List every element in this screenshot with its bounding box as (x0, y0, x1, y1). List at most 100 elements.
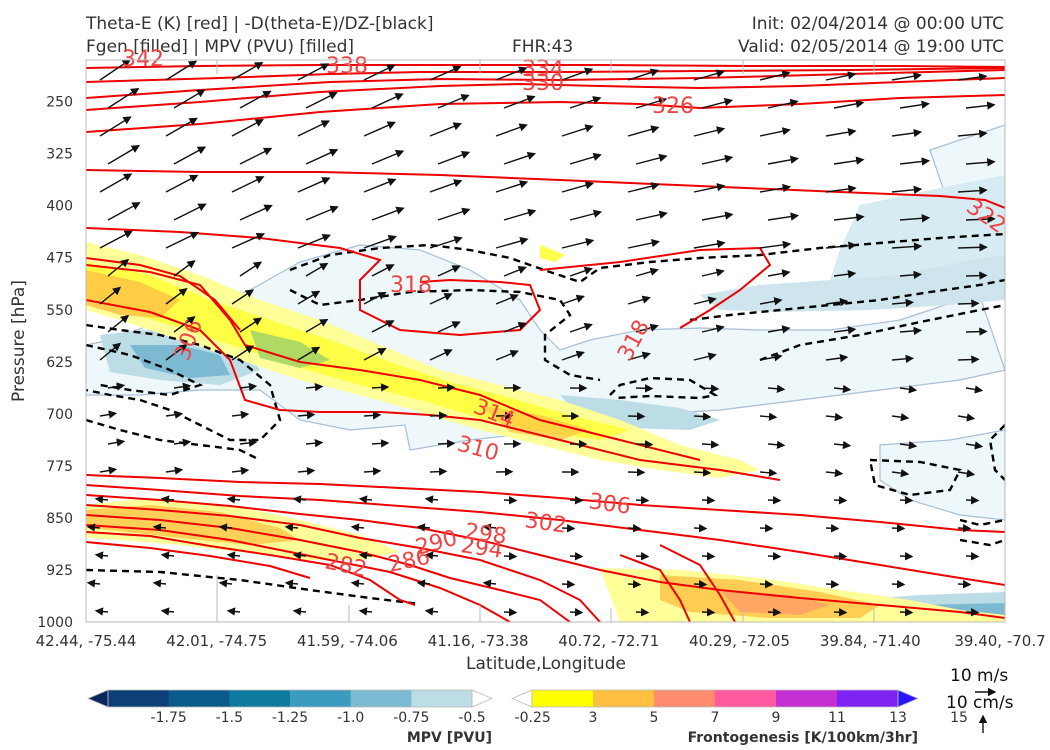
wind-vector (759, 412, 778, 421)
forecast-hour: FHR:43 (512, 37, 574, 57)
wind-vector (165, 174, 199, 193)
wind-vector (693, 352, 717, 361)
colorbar-tick-label: -1.0 (337, 710, 364, 726)
wind-vector (503, 608, 518, 617)
wind-vector (429, 179, 463, 193)
wind-vector (833, 326, 857, 335)
y-tick-label: 325 (46, 147, 73, 163)
wind-vector (165, 231, 200, 249)
wind-vector (437, 439, 456, 448)
wind-vector (107, 438, 126, 447)
x-axis-tick-labels: 42.44, -75.44 42.01, -74.75 41.59, -74.06 4… (36, 632, 1046, 650)
wind-vector (503, 208, 537, 221)
colorbar-tick-label: -1.5 (216, 710, 243, 726)
wind-vector (627, 524, 642, 533)
fgen-colorbar: 3 5 7 9 11 13 15 (510, 689, 968, 726)
colorbar-segment (108, 690, 170, 707)
wind-vector (165, 288, 188, 305)
wind-vector (759, 468, 778, 477)
wind-vector (429, 349, 453, 361)
wind-vector (635, 323, 659, 333)
wind-vector (693, 126, 726, 137)
wind-vector (957, 524, 972, 533)
colorbar-segment (654, 690, 716, 707)
x-tick-label: 42.01, -74.75 (166, 632, 267, 650)
wind-vector (825, 184, 857, 194)
wind-vector (833, 496, 848, 505)
wind-vector (305, 382, 324, 392)
wind-vector (561, 294, 585, 305)
wind-vector (759, 580, 774, 589)
wind-vector (693, 468, 712, 477)
wind-vector (635, 384, 654, 393)
wind-vector (833, 608, 848, 617)
wind-vector (297, 233, 332, 249)
wind-vector (825, 468, 844, 478)
wind-vector (495, 66, 528, 81)
wind-vector (495, 293, 519, 305)
x-tick-label: 39.84, -71.40 (820, 632, 921, 650)
wind-vector (165, 344, 188, 361)
wind-vector (693, 580, 708, 589)
y-tick-label: 400 (46, 199, 73, 215)
wind-vector (627, 580, 642, 589)
wind-vector (965, 552, 980, 561)
wind-scale-horizontal: 10 m/s (950, 666, 1008, 686)
wind-vector (569, 266, 593, 277)
wind-vector (833, 384, 852, 394)
wind-vector (482, 579, 497, 588)
wind-vector (635, 153, 668, 165)
wind-vector (160, 495, 175, 504)
wind-vector (99, 173, 133, 193)
wind-vector (899, 270, 923, 280)
wind-vector (693, 412, 712, 421)
wind-vector (965, 441, 984, 450)
x-tick-marks (216, 60, 875, 622)
wind-vector (86, 579, 101, 588)
contour-label-330: 330 (522, 71, 564, 96)
wind-vector (693, 69, 725, 81)
wind-vector (957, 243, 988, 252)
wind-vector (292, 551, 307, 560)
wind-vector (165, 466, 184, 475)
wind-vector (358, 607, 373, 616)
plot-border (85, 59, 1006, 623)
x-tick-label: 39.40, -70.7 (954, 632, 1045, 650)
wind-vector (94, 495, 109, 504)
wind-vector (107, 258, 130, 277)
wind-vector (363, 411, 382, 420)
wind-vector (899, 552, 914, 561)
colorbar-segment (593, 690, 655, 707)
x-tick-label: 40.72, -72.71 (558, 632, 659, 650)
wind-vector (284, 579, 299, 588)
wind-vector (561, 350, 585, 361)
wind-vector (825, 580, 840, 589)
wind-vector (99, 286, 122, 305)
wind-vector (767, 98, 799, 109)
wind-vector (833, 440, 852, 450)
wind-vector (569, 152, 602, 165)
x-tick-label: 41.16, -73.38 (428, 632, 529, 650)
wind-vector (305, 318, 329, 333)
wind-vector (284, 523, 299, 532)
wind-vector (701, 211, 734, 221)
wind-vector (965, 496, 980, 505)
wind-vector (437, 150, 471, 165)
wind-vector (107, 382, 126, 391)
y-tick-label: 625 (46, 355, 73, 371)
colorbar-tick-label: 11 (828, 710, 846, 726)
y-axis-tick-labels: 250 325 400 475 550 625 700 775 850 925 1000 (37, 95, 73, 631)
wind-vector (231, 466, 250, 476)
wind-vector (429, 411, 448, 420)
colorbar-segment (290, 690, 352, 707)
wind-vector (107, 314, 130, 333)
colorbar-segment (776, 690, 838, 707)
wind-vector (561, 181, 594, 193)
wind-vector (416, 579, 431, 588)
y-tick-label: 850 (46, 511, 73, 527)
y-tick-label: 550 (46, 303, 73, 319)
wind-vector (239, 204, 273, 221)
contour-label-302: 302 (523, 508, 568, 539)
wind-vector (99, 466, 118, 475)
wind-vector (759, 524, 774, 533)
